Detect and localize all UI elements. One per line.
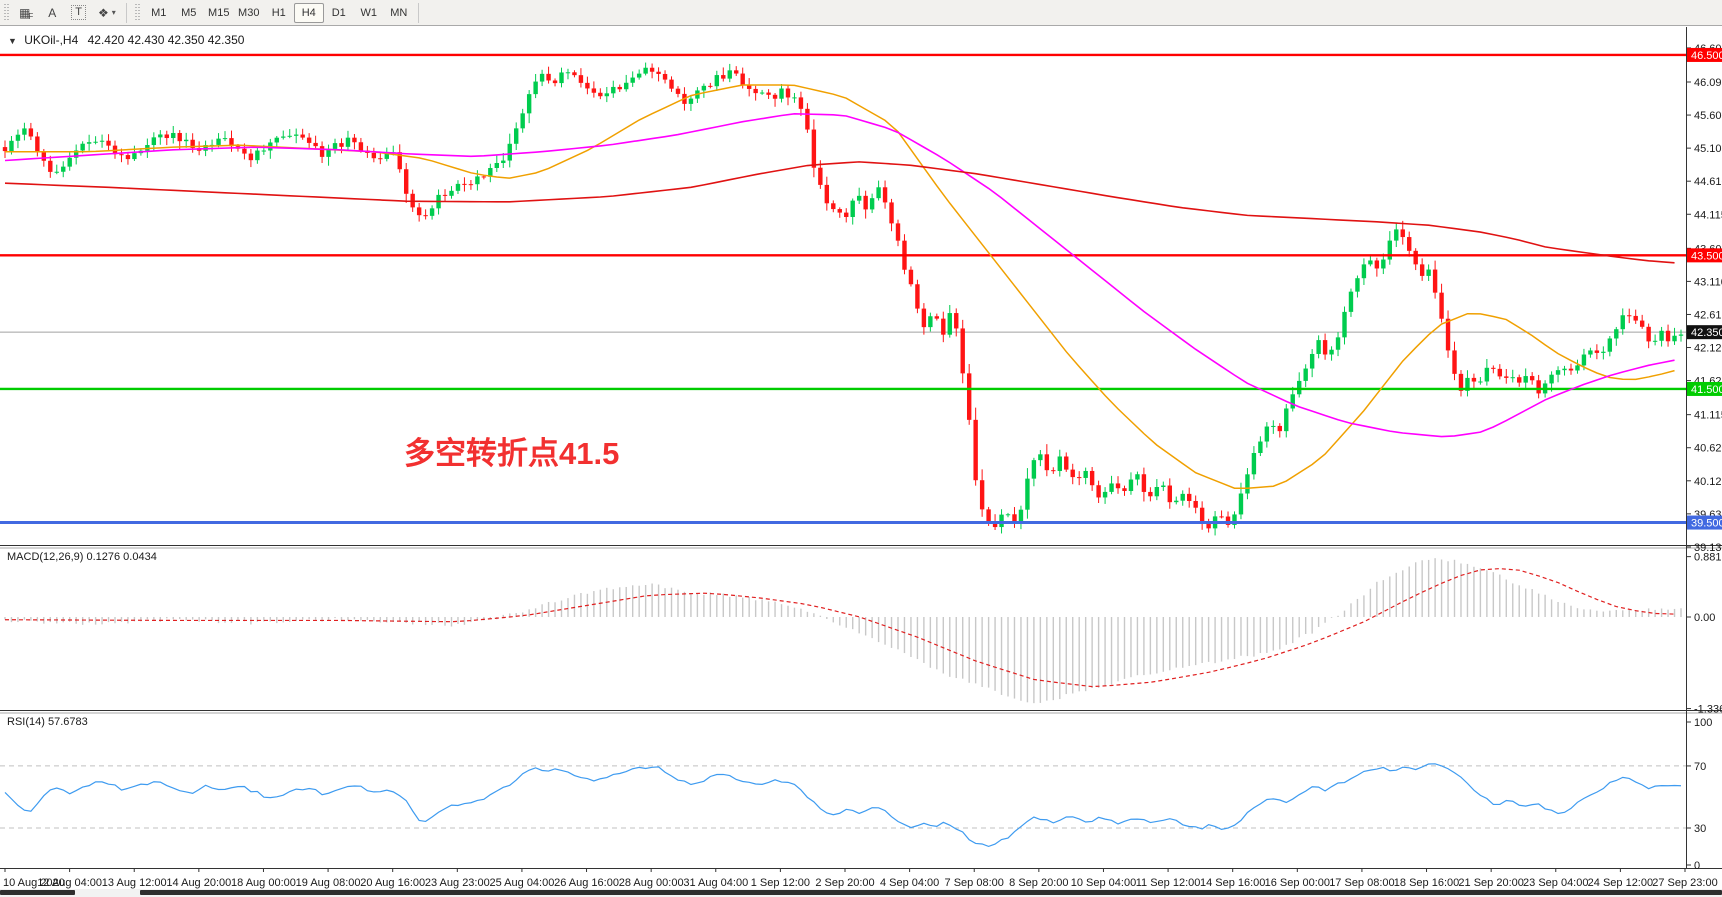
svg-text:11 Sep 12:00: 11 Sep 12:00 <box>1136 877 1201 889</box>
toolbar-separator-2 <box>417 2 419 23</box>
toolbar-grip-2[interactable] <box>133 3 141 22</box>
svg-text:41.115: 41.115 <box>1694 410 1722 422</box>
timeframe-button-M5[interactable]: M5 <box>174 3 204 23</box>
svg-text:-1.3368: -1.3368 <box>1694 704 1722 716</box>
timeframe-button-H1[interactable]: H1 <box>264 3 294 23</box>
svg-text:18 Sep 16:00: 18 Sep 16:00 <box>1394 877 1459 889</box>
svg-text:44.610: 44.610 <box>1694 176 1722 188</box>
svg-text:30: 30 <box>1694 823 1706 835</box>
svg-text:27 Sep 23:00: 27 Sep 23:00 <box>1652 877 1717 889</box>
svg-text:42.615: 42.615 <box>1694 309 1722 321</box>
svg-text:1 Sep 12:00: 1 Sep 12:00 <box>751 877 810 889</box>
svg-text:43.500: 43.500 <box>1691 250 1722 262</box>
toolbar-separator <box>125 2 127 23</box>
horizontal-scrollbar[interactable] <box>0 889 1722 897</box>
svg-text:40.620: 40.620 <box>1694 443 1722 455</box>
svg-text:16 Sep 00:00: 16 Sep 00:00 <box>1265 877 1330 889</box>
svg-text:0.8812: 0.8812 <box>1694 552 1722 564</box>
svg-text:40.125: 40.125 <box>1694 476 1722 488</box>
svg-text:14 Aug 20:00: 14 Aug 20:00 <box>166 877 231 889</box>
symbol-period-label: UKOil-,H4 <box>24 33 79 47</box>
svg-text:46.095: 46.095 <box>1694 77 1722 89</box>
svg-text:100: 100 <box>1694 717 1712 729</box>
svg-text:43.110: 43.110 <box>1694 276 1722 288</box>
ohlc-quotes: 42.420 42.430 42.350 42.350 <box>87 33 245 47</box>
textbox-tool-icon[interactable]: T <box>66 3 91 23</box>
timeframe-button-M15[interactable]: M15 <box>204 3 234 23</box>
svg-text:2 Sep 20:00: 2 Sep 20:00 <box>815 877 874 889</box>
svg-text:45.600: 45.600 <box>1694 110 1722 122</box>
timeframe-button-W1[interactable]: W1 <box>354 3 384 23</box>
svg-text:46.500: 46.500 <box>1691 50 1722 62</box>
svg-text:19 Aug 08:00: 19 Aug 08:00 <box>296 877 361 889</box>
svg-text:21 Sep 20:00: 21 Sep 20:00 <box>1458 877 1523 889</box>
timeframe-button-H4[interactable]: H4 <box>293 2 324 23</box>
timeframe-button-MN[interactable]: MN <box>384 3 414 23</box>
svg-text:7 Sep 08:00: 7 Sep 08:00 <box>945 877 1004 889</box>
svg-text:18 Aug 00:00: 18 Aug 00:00 <box>231 877 296 889</box>
rsi-indicator-label: RSI(14) 57.6783 <box>7 716 88 728</box>
svg-text:23 Sep 04:00: 23 Sep 04:00 <box>1523 877 1588 889</box>
scrollbar-segment-left[interactable] <box>0 890 75 895</box>
svg-text:39.135: 39.135 <box>1694 542 1722 554</box>
collapse-triangle-icon[interactable]: ▼ <box>8 36 17 46</box>
pattern-f-tool-icon[interactable]: ▦ F <box>14 3 38 23</box>
svg-text:0.00: 0.00 <box>1694 612 1715 624</box>
svg-text:42.120: 42.120 <box>1694 343 1722 355</box>
chart-title: ▼ UKOil-,H4 42.420 42.430 42.350 42.350 <box>8 33 244 47</box>
macd-indicator-label: MACD(12,26,9) 0.1276 0.0434 <box>7 551 157 563</box>
svg-text:0: 0 <box>1694 860 1700 872</box>
svg-text:10 Sep 04:00: 10 Sep 04:00 <box>1071 877 1136 889</box>
main-toolbar: ▦ F A T ❖ ▾ M1 M5 M15 M30 H1 H4 D1 W1 MN <box>0 0 1722 26</box>
svg-text:31 Aug 04:00: 31 Aug 04:00 <box>683 877 748 889</box>
svg-text:25 Aug 04:00: 25 Aug 04:00 <box>490 877 555 889</box>
svg-text:24 Sep 12:00: 24 Sep 12:00 <box>1588 877 1653 889</box>
svg-text:10 Aug 2020: 10 Aug 2020 <box>3 877 65 889</box>
drawing-tools-group: ▦ F A T ❖ ▾ <box>13 3 122 23</box>
scrollbar-thumb[interactable] <box>140 890 1722 895</box>
arrows-tool-icon[interactable]: ❖ ▾ <box>93 3 121 23</box>
svg-text:26 Aug 16:00: 26 Aug 16:00 <box>554 877 619 889</box>
svg-text:20 Aug 16:00: 20 Aug 16:00 <box>360 877 425 889</box>
svg-text:41.500: 41.500 <box>1691 384 1722 396</box>
chart-canvas[interactable]: 46.60546.09545.60045.10544.61044.11543.6… <box>0 27 1722 897</box>
svg-text:39.500: 39.500 <box>1691 518 1722 530</box>
timeframe-button-D1[interactable]: D1 <box>324 3 354 23</box>
svg-text:42.350: 42.350 <box>1691 327 1722 339</box>
svg-text:45.105: 45.105 <box>1694 143 1722 155</box>
timeframe-button-M1[interactable]: M1 <box>144 3 174 23</box>
svg-text:14 Sep 16:00: 14 Sep 16:00 <box>1200 877 1265 889</box>
svg-text:12 Aug 04:00: 12 Aug 04:00 <box>37 877 102 889</box>
svg-text:4 Sep 04:00: 4 Sep 04:00 <box>880 877 939 889</box>
svg-text:28 Aug 00:00: 28 Aug 00:00 <box>619 877 684 889</box>
timeframe-group: M1 M5 M15 M30 H1 H4 D1 W1 MN <box>144 2 414 23</box>
timeframe-button-M30[interactable]: M30 <box>234 3 264 23</box>
svg-text:17 Sep 08:00: 17 Sep 08:00 <box>1329 877 1394 889</box>
toolbar-grip[interactable] <box>3 3 10 22</box>
svg-text:23 Aug 23:00: 23 Aug 23:00 <box>425 877 490 889</box>
text-label-tool-icon[interactable]: A <box>40 3 64 23</box>
chart-annotation-text: 多空转折点41.5 <box>404 436 620 471</box>
svg-text:44.115: 44.115 <box>1694 209 1722 221</box>
svg-text:8 Sep 20:00: 8 Sep 20:00 <box>1009 877 1068 889</box>
svg-text:70: 70 <box>1694 761 1706 773</box>
svg-text:13 Aug 12:00: 13 Aug 12:00 <box>102 877 167 889</box>
